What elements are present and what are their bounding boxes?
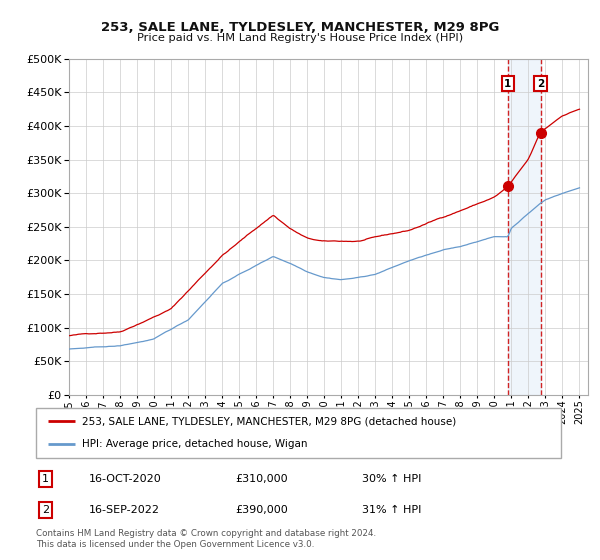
Text: Contains HM Land Registry data © Crown copyright and database right 2024.
This d: Contains HM Land Registry data © Crown c… bbox=[36, 529, 376, 549]
Text: 16-SEP-2022: 16-SEP-2022 bbox=[89, 505, 160, 515]
Text: 2: 2 bbox=[537, 78, 544, 88]
Text: 16-OCT-2020: 16-OCT-2020 bbox=[89, 474, 161, 484]
Text: Price paid vs. HM Land Registry's House Price Index (HPI): Price paid vs. HM Land Registry's House … bbox=[137, 33, 463, 43]
Text: 31% ↑ HPI: 31% ↑ HPI bbox=[361, 505, 421, 515]
Text: 30% ↑ HPI: 30% ↑ HPI bbox=[361, 474, 421, 484]
Text: 253, SALE LANE, TYLDESLEY, MANCHESTER, M29 8PG: 253, SALE LANE, TYLDESLEY, MANCHESTER, M… bbox=[101, 21, 499, 34]
Text: 253, SALE LANE, TYLDESLEY, MANCHESTER, M29 8PG (detached house): 253, SALE LANE, TYLDESLEY, MANCHESTER, M… bbox=[82, 416, 457, 426]
Text: HPI: Average price, detached house, Wigan: HPI: Average price, detached house, Wiga… bbox=[82, 440, 308, 450]
Text: £390,000: £390,000 bbox=[235, 505, 288, 515]
Text: 1: 1 bbox=[504, 78, 511, 88]
Text: £310,000: £310,000 bbox=[235, 474, 288, 484]
Text: 1: 1 bbox=[42, 474, 49, 484]
Bar bbox=[508, 59, 541, 395]
Text: 2: 2 bbox=[42, 505, 49, 515]
